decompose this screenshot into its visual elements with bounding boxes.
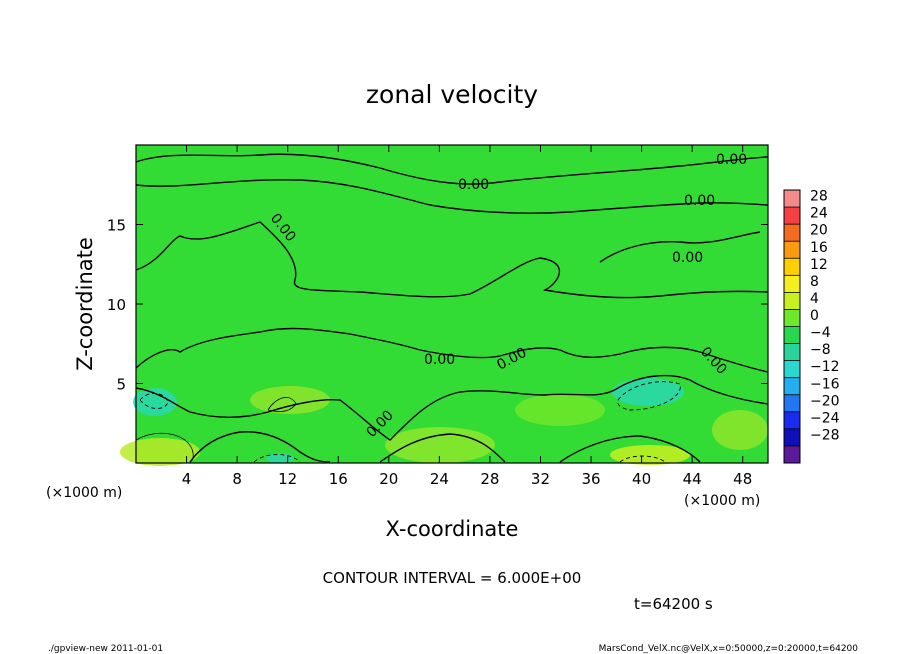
- y-axis-label: Z-coordinate: [73, 237, 97, 371]
- contour-line: [267, 397, 297, 412]
- colorbar-label: 8: [810, 274, 819, 290]
- colorbar-label: 12: [810, 257, 828, 273]
- colorbar-swatch: [784, 411, 800, 430]
- x-unit-right: (×1000 m): [684, 493, 760, 509]
- colorbar-swatch: [784, 360, 800, 378]
- contour-label: 0.00: [672, 250, 703, 266]
- colorbar-label: −24: [810, 410, 840, 426]
- contour-line: [135, 374, 769, 441]
- x-tick-label: 16: [329, 470, 348, 488]
- contour-line: [253, 454, 301, 463]
- colorbar-swatch: [784, 224, 800, 242]
- colorbar-label: −20: [810, 393, 840, 409]
- colorbar-label: 4: [810, 291, 819, 307]
- colorbar-label: −8: [810, 342, 831, 358]
- colorbar-label: −4: [810, 325, 831, 341]
- contour-lines: [135, 153, 769, 463]
- x-tick-label: 28: [480, 470, 499, 488]
- contour-line: [135, 432, 194, 463]
- x-unit-left: (×1000 m): [46, 485, 122, 501]
- colorbar-swatch: [784, 207, 800, 225]
- colorbar-swatch: [784, 309, 800, 327]
- colorbar-swatch: [784, 275, 800, 293]
- colorbar-swatch: [784, 292, 800, 310]
- colorbar-swatch: [784, 326, 800, 344]
- contour-label: 0.00: [716, 152, 747, 168]
- colorbar-label: 28: [810, 189, 828, 205]
- colorbar-label: −12: [810, 359, 840, 375]
- contour-line: [135, 327, 769, 373]
- contour-label: 0.00: [684, 193, 715, 209]
- y-tick-label: 10: [107, 296, 126, 314]
- colorbar-swatch: [784, 190, 800, 208]
- colorbar-swatch: [784, 343, 800, 361]
- contour-line: [617, 381, 681, 411]
- time-text: t=64200 s: [634, 595, 713, 613]
- x-tick-label: 32: [531, 470, 550, 488]
- contour-interval-text: CONTOUR INTERVAL = 6.000E+00: [323, 569, 582, 587]
- x-axis-label: X-coordinate: [386, 517, 519, 541]
- colorbar-label: 0: [810, 308, 819, 324]
- colorbar-swatch: [784, 241, 800, 259]
- x-tick-label: 48: [733, 470, 752, 488]
- contour-line: [379, 433, 506, 463]
- contour-line: [559, 435, 701, 463]
- y-tick-label: 15: [107, 217, 126, 235]
- contour-line: [619, 455, 666, 463]
- colorbar-swatch: [784, 377, 800, 396]
- colorbar-label: 20: [810, 223, 828, 239]
- y-tick-label: 5: [116, 376, 126, 394]
- colorbar-label: 24: [810, 206, 828, 222]
- plot-area: 0.00 0.00 0.00 0.00 0.00 0.00 0.00 0.00 …: [120, 144, 769, 466]
- contour-label: 0.00: [424, 352, 455, 368]
- colorbar-label: −16: [810, 376, 840, 392]
- contour-line: [189, 431, 331, 463]
- contour-label: 0.00: [458, 177, 489, 193]
- x-axis: 4 8 12 16 20 24 28 32 36 40 44 48: [182, 145, 752, 488]
- contour-line: [139, 393, 169, 409]
- x-tick-label: 12: [278, 470, 297, 488]
- x-tick-label: 40: [632, 470, 651, 488]
- x-tick-label: 24: [430, 470, 449, 488]
- x-tick-label: 20: [379, 470, 398, 488]
- colorbar-label: −28: [810, 427, 840, 443]
- colorbar-label: 16: [810, 240, 828, 256]
- colorbar-swatch: [784, 445, 800, 464]
- contour-lines-thin: [135, 397, 297, 463]
- x-tick-label: 36: [581, 470, 600, 488]
- contour-line: [599, 231, 761, 263]
- footer-right: MarsCond_VelX.nc@VelX,x=0:50000,z=0:2000…: [599, 644, 859, 654]
- x-tick-label: 44: [683, 470, 702, 488]
- chart-title: zonal velocity: [366, 80, 538, 109]
- x-tick-label: 8: [232, 470, 242, 488]
- x-tick-label: 4: [182, 470, 192, 488]
- contour-line: [135, 179, 769, 214]
- colorbar-swatch: [784, 394, 800, 413]
- colorbar-swatch: [784, 258, 800, 276]
- colorbar-swatch: [784, 428, 800, 447]
- footer-left: ./gpview-new 2011-01-01: [48, 644, 163, 654]
- contour-line: [135, 153, 769, 185]
- field-background: [136, 145, 768, 463]
- contour-lines-dashed: [139, 381, 681, 463]
- contour-line: [135, 221, 769, 299]
- field-patches: [120, 378, 768, 466]
- y-axis: 5 10 15: [107, 217, 768, 394]
